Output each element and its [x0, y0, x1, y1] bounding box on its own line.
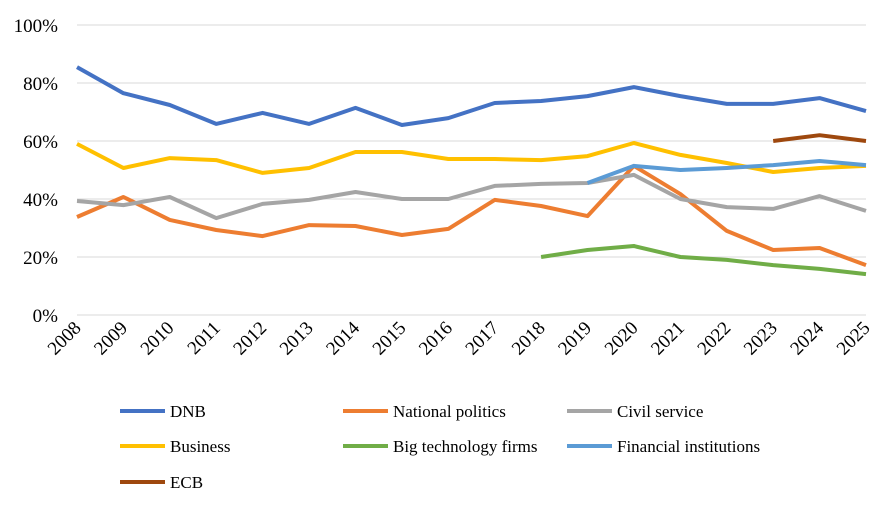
x-tick-label: 2012 [229, 318, 271, 360]
y-tick-label: 100% [14, 16, 59, 37]
x-tick-label: 2014 [322, 317, 364, 359]
series-line [586, 159, 867, 185]
y-tick-label: 60% [23, 132, 58, 153]
x-tick-label: 2022 [694, 318, 736, 360]
x-tick-label: 2023 [740, 318, 782, 360]
y-tick-label: 40% [23, 190, 58, 211]
x-tick-label: 2017 [462, 318, 504, 360]
legend-label: Civil service [617, 402, 703, 421]
legend-label: DNB [170, 402, 206, 421]
legend-label: Financial institutions [617, 437, 760, 456]
series-line [76, 65, 867, 127]
y-tick-label: 20% [23, 248, 58, 269]
series-line [540, 244, 867, 277]
x-tick-label: 2025 [833, 318, 875, 360]
x-tick-label: 2015 [369, 318, 411, 360]
legend-label: ECB [170, 473, 203, 492]
x-tick-label: 2013 [276, 318, 318, 360]
x-tick-label: 2010 [137, 318, 179, 360]
series-line [76, 141, 867, 175]
series-line [76, 172, 867, 221]
x-tick-label: 2019 [554, 318, 596, 360]
x-tick-label: 2018 [508, 318, 550, 360]
legend-label: National politics [393, 402, 506, 421]
legend-label: Business [170, 437, 230, 456]
x-tick-label: 2024 [786, 317, 828, 359]
series-line [76, 163, 867, 267]
y-tick-label: 0% [33, 306, 59, 327]
x-tick-label: 2016 [415, 318, 457, 360]
x-tick-label: 2009 [90, 318, 132, 360]
x-tick-label: 2021 [647, 318, 689, 360]
y-tick-label: 80% [23, 74, 58, 95]
series-line [772, 133, 867, 143]
x-tick-label: 2020 [601, 318, 643, 360]
legend-label: Big technology firms [393, 437, 537, 456]
x-tick-label: 2011 [184, 318, 225, 359]
